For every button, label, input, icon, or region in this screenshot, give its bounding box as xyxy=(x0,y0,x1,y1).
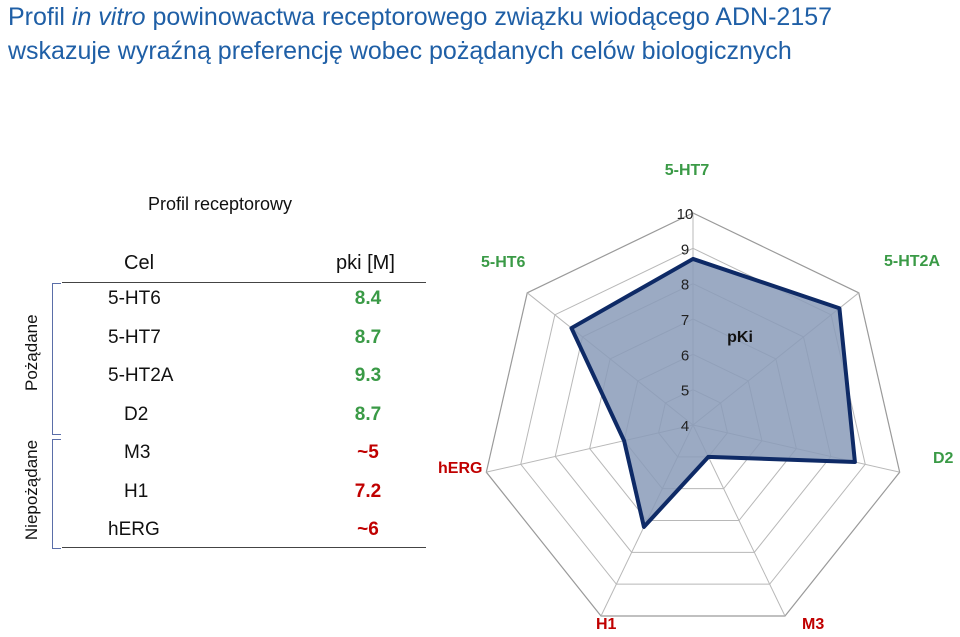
table-row-target: 5-HT7 xyxy=(108,326,161,348)
table-row-target: M3 xyxy=(124,442,151,463)
radar-axis-label: hERG xyxy=(438,460,483,477)
table-row-pki: 8.4 xyxy=(354,288,382,309)
radar-series-label: pKi xyxy=(727,329,753,346)
table-bottom-rule xyxy=(62,547,426,548)
radar-axis-label: H1 xyxy=(596,616,617,633)
radar-axis-label: 5-HT2A xyxy=(884,253,941,270)
table-row-pki: 9.3 xyxy=(354,365,382,386)
radar-grid-ring xyxy=(485,212,901,617)
table-row-pki: 8.7 xyxy=(354,403,382,425)
table-row-target: H1 xyxy=(124,480,149,502)
desired-bracket xyxy=(52,283,61,435)
table-row-target: 5-HT2A xyxy=(108,365,174,386)
table-row-pki: ~5 xyxy=(357,442,379,463)
table-header-target: Cel xyxy=(124,252,155,274)
page-title: Profil in vitro powinowactwa receptorowe… xyxy=(8,0,958,68)
radar-axis-label: M3 xyxy=(802,616,825,633)
radar-axis-label: D2 xyxy=(933,450,954,467)
table-header-pki: pki [M] xyxy=(336,252,395,274)
radar-tick-label: 10 xyxy=(677,206,694,223)
undesired-bracket xyxy=(52,439,61,549)
radar-tick-label: 6 xyxy=(681,347,689,364)
radar-tick-label: 9 xyxy=(681,241,689,258)
table-row-pki: ~6 xyxy=(357,519,379,540)
title-italic: in vitro xyxy=(71,3,146,31)
radar-tick-label: 8 xyxy=(681,277,689,294)
title-line2: wskazuje wyraźną preferencję wobec pożąd… xyxy=(8,37,792,65)
table-subtitle: Profil receptorowy xyxy=(148,194,293,214)
title-part1: Profil xyxy=(8,3,72,31)
table-row-pki: 8.7 xyxy=(354,326,382,348)
radar-series-area xyxy=(569,256,857,529)
radar-tick-label: 7 xyxy=(681,312,689,329)
radar-axis-label: 5-HT6 xyxy=(481,254,526,271)
radar-tick-label: 4 xyxy=(681,418,689,435)
table-row-target: 5-HT6 xyxy=(108,288,161,309)
table-row-target: hERG xyxy=(108,519,160,540)
title-part3: powinowactwa receptorowego związku wiodą… xyxy=(145,3,833,31)
table-top-rule xyxy=(62,282,426,283)
table-row-target: D2 xyxy=(124,403,149,425)
table-row-pki: 7.2 xyxy=(354,480,382,502)
radar-axis-label: 5-HT7 xyxy=(664,162,710,179)
radar-tick-label: 5 xyxy=(681,383,689,400)
